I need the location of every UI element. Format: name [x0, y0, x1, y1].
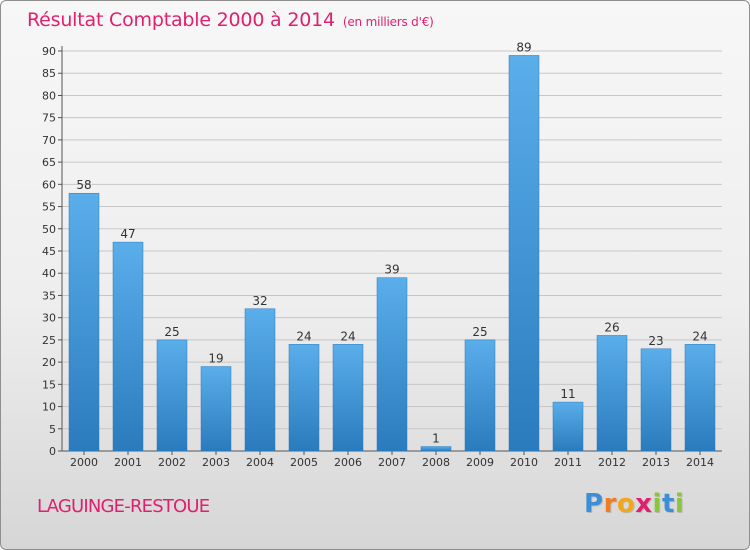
bar-2003 [200, 366, 232, 452]
logo-letter: x [635, 489, 653, 519]
logo-letter: P [584, 489, 604, 519]
y-tick-label: 10 [42, 401, 56, 414]
y-tick-label: 35 [42, 289, 56, 302]
data-label-2012: 26 [604, 320, 619, 334]
x-tick-label-2014: 2014 [686, 456, 714, 469]
bar-2011 [552, 401, 584, 452]
commune-name: LAGUINGE-RESTOUE [37, 496, 210, 517]
data-label-2007: 39 [384, 263, 399, 277]
x-tick-label-2004: 2004 [246, 456, 274, 469]
x-tick-labels: 2000 2001 2002 2003 2004 2005 2006 2007 2008 2009… [70, 456, 714, 469]
y-tick-label: 45 [42, 245, 56, 258]
y-tick-label: 25 [42, 334, 56, 347]
y-tick-label: 65 [42, 156, 56, 169]
data-label-2001: 47 [120, 227, 135, 241]
data-label-2005: 24 [296, 329, 311, 343]
bar-2009 [464, 339, 496, 452]
bar-2004 [244, 308, 276, 452]
x-tick-label-2002: 2002 [158, 456, 186, 469]
y-tick-labels: 0 5 10 15 20 25 30 35 40 45 50 55 60 65 70 75 80 85 90 [42, 45, 56, 458]
x-tick-label-2013: 2013 [642, 456, 670, 469]
bar-2013 [640, 348, 672, 452]
data-label-2006: 24 [340, 329, 355, 343]
bar-2014 [684, 344, 716, 452]
y-tick-label: 80 [42, 89, 56, 102]
logo-letter: o [616, 489, 636, 519]
title-text: Résultat Comptable 2000 à 2014 [27, 9, 335, 31]
logo-letter: r [603, 489, 617, 519]
y-tick-label: 55 [42, 201, 56, 214]
x-tick-label-2003: 2003 [202, 456, 230, 469]
x-tick-label-2007: 2007 [378, 456, 406, 469]
y-tick-label: 40 [42, 267, 56, 280]
bar-2010 [508, 55, 540, 452]
bar-2005 [288, 344, 320, 452]
y-tick-label: 75 [42, 112, 56, 125]
x-tick-label-2005: 2005 [290, 456, 318, 469]
y-tick-label: 30 [42, 312, 56, 325]
bar-2006 [332, 344, 364, 452]
data-label-2002: 25 [164, 325, 179, 339]
x-tick-label-2000: 2000 [70, 456, 98, 469]
x-tick-label-2011: 2011 [554, 456, 582, 469]
data-label-2008: 1 [432, 432, 440, 446]
x-tick-label-2008: 2008 [422, 456, 450, 469]
y-tick-label: 20 [42, 356, 56, 369]
bar-2007 [376, 277, 408, 452]
chart-subtitle: (en milliers d'€) [342, 15, 434, 29]
data-label-2009: 25 [472, 325, 487, 339]
bar-2000 [68, 192, 100, 452]
data-label-2014: 24 [692, 329, 707, 343]
bars [68, 55, 716, 452]
data-labels: 58 47 25 19 32 24 24 39 1 25 89 11 26 23 24 [76, 40, 707, 445]
bar-2012 [596, 335, 628, 452]
y-tick-label: 70 [42, 134, 56, 147]
y-tick-label: 60 [42, 178, 56, 191]
x-tick-label-2010: 2010 [510, 456, 538, 469]
bar-2002 [156, 339, 188, 452]
data-label-2013: 23 [648, 334, 663, 348]
x-tick-label-2001: 2001 [114, 456, 142, 469]
y-tick-label: 5 [49, 423, 56, 436]
data-label-2000: 58 [76, 178, 91, 192]
proxiti-logo: Proxiti [584, 489, 684, 519]
data-label-2004: 32 [252, 294, 267, 308]
y-tick-label: 0 [49, 445, 56, 458]
bar-2001 [112, 241, 144, 452]
chart-title: Résultat Comptable 2000 à 2014 (en millie… [27, 9, 434, 31]
x-tick-label-2012: 2012 [598, 456, 626, 469]
logo-letter: i [674, 489, 685, 519]
data-label-2003: 19 [208, 352, 223, 366]
data-label-2011: 11 [560, 387, 575, 401]
x-tick-label-2009: 2009 [466, 456, 494, 469]
logo-letter: t [661, 489, 675, 519]
logo-letter: i [652, 489, 662, 519]
data-label-2010: 89 [516, 40, 531, 54]
y-tick-label: 50 [42, 223, 56, 236]
bar-2008 [420, 446, 452, 452]
y-tick-label: 85 [42, 67, 56, 80]
x-tick-label-2006: 2006 [334, 456, 362, 469]
y-tick-label: 15 [42, 378, 56, 391]
y-tick-label: 90 [42, 45, 56, 58]
